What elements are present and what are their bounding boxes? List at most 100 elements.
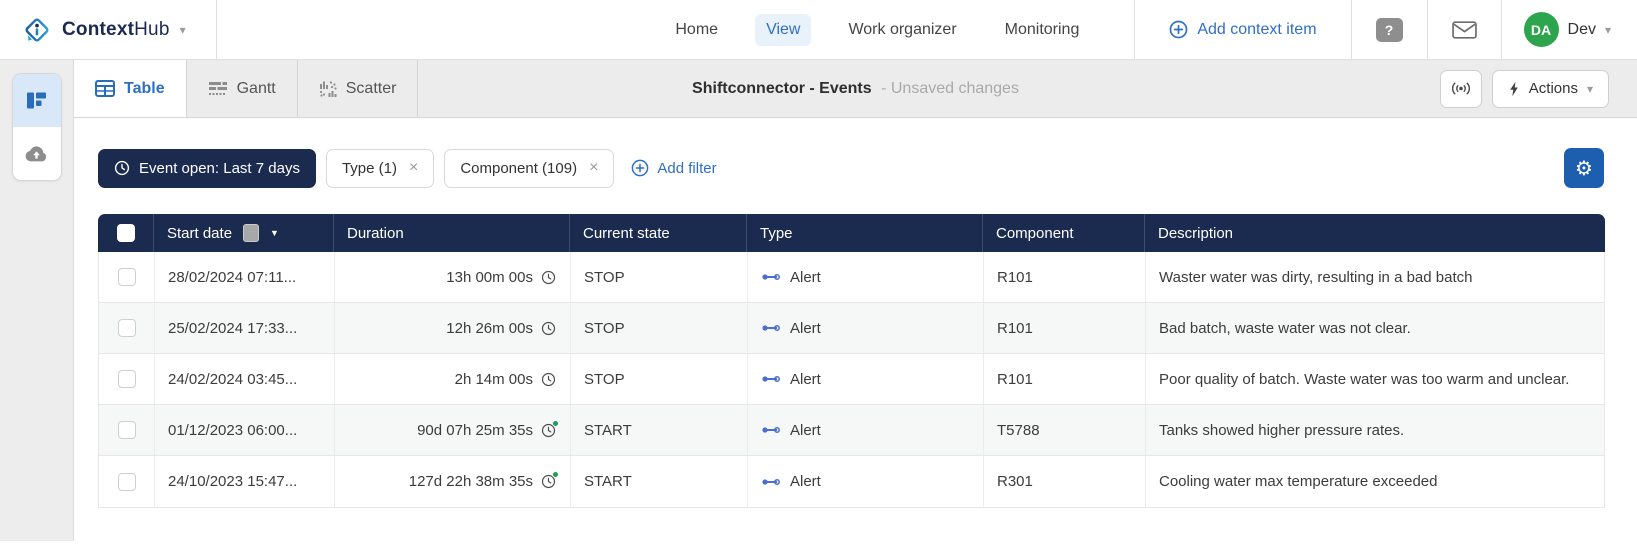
cell-component: R101 [983, 252, 1145, 302]
table-settings-button[interactable]: ⚙ [1564, 148, 1604, 188]
contexthub-logo-icon [25, 18, 49, 41]
link-icon [762, 478, 780, 485]
column-color-box-icon[interactable] [243, 224, 260, 242]
add-filter-button[interactable]: Add filter [631, 159, 717, 177]
link-icon [762, 274, 780, 280]
column-label: Duration [347, 224, 404, 242]
cell-start-date: 28/02/2024 07:11... [154, 252, 334, 302]
row-checkbox[interactable] [117, 421, 136, 439]
column-header-start-date[interactable]: Start date ▼ [153, 214, 333, 252]
cell-duration: 13h 00m 00s [334, 252, 570, 302]
table-icon [95, 80, 115, 97]
link-icon [762, 427, 780, 433]
cell-component: R101 [983, 303, 1145, 353]
cell-start-date: 01/12/2023 06:00... [154, 405, 334, 455]
table-row[interactable]: 25/02/2024 17:33... 12h 26m 00s STOP Ale… [99, 303, 1604, 354]
cell-type: Alert [747, 405, 983, 455]
broadcast-icon [1451, 82, 1470, 95]
column-label: Type [760, 224, 793, 242]
cell-component: R301 [983, 456, 1145, 507]
cell-current-state: STOP [570, 252, 747, 302]
column-label: Start date [167, 224, 233, 242]
cell-duration: 12h 26m 00s [334, 303, 570, 353]
tab-table[interactable]: Table [74, 60, 187, 117]
nav-home[interactable]: Home [675, 20, 719, 38]
table-row[interactable]: 24/02/2024 03:45... 2h 14m 00s STOP Aler… [99, 354, 1604, 405]
top-navigation-bar: ContextHub ▾ Home View Work organizer Mo… [0, 0, 1637, 60]
divider [216, 0, 217, 59]
view-title: Shiftconnector - Events - Unsaved change… [692, 80, 1019, 98]
row-checkbox[interactable] [117, 319, 136, 337]
tab-table-label: Table [124, 79, 165, 97]
user-name: Dev [1567, 20, 1596, 38]
filter-chip-type[interactable]: Type (1) × [325, 148, 435, 188]
filter-chip-component[interactable]: Component (109) × [444, 148, 615, 188]
mail-icon [1451, 20, 1477, 39]
filter-bar: Event open: Last 7 days Type (1) × Compo… [74, 118, 1637, 188]
main-nav: Home View Work organizer Monitoring [664, 13, 1090, 46]
column-header-current-state[interactable]: Current state [569, 214, 746, 252]
plus-circle-icon [1169, 20, 1188, 39]
lightning-icon [1509, 81, 1518, 96]
tab-scatter[interactable]: Scatter [298, 60, 419, 117]
sort-desc-icon[interactable]: ▼ [270, 228, 279, 238]
column-label: Current state [583, 224, 670, 242]
messages-button[interactable] [1451, 20, 1477, 39]
brand-name: ContextHub [62, 18, 170, 40]
row-checkbox[interactable] [117, 370, 136, 388]
tab-gantt[interactable]: Gantt [187, 60, 298, 117]
filter-chip-event-open[interactable]: Event open: Last 7 days [98, 148, 316, 188]
actions-button[interactable]: Actions ▾ [1491, 69, 1609, 108]
brand-menu[interactable]: ContextHub ▾ [0, 15, 216, 45]
cell-description: Bad batch, waste water was not clear. [1145, 303, 1606, 353]
user-menu[interactable]: DA Dev ▾ [1523, 12, 1611, 47]
cell-current-state: START [570, 456, 747, 507]
link-icon [762, 376, 780, 382]
row-checkbox[interactable] [117, 268, 136, 286]
cell-duration: 127d 22h 38m 35s [334, 456, 570, 507]
clock-icon [541, 372, 556, 386]
layout-icon [27, 92, 46, 109]
sidebar-button-group [11, 73, 62, 181]
tab-scatter-label: Scatter [345, 79, 397, 97]
main-content: Event open: Last 7 days Type (1) × Compo… [74, 118, 1637, 550]
clock-icon [541, 474, 556, 489]
table-row[interactable]: 24/10/2023 15:47... 127d 22h 38m 35s STA… [99, 456, 1604, 507]
scatter-icon [319, 81, 337, 97]
cell-start-date: 24/10/2023 15:47... [154, 456, 334, 507]
table-row[interactable]: 28/02/2024 07:11... 13h 00m 00s STOP Ale… [99, 252, 1604, 303]
cell-duration: 90d 07h 25m 35s [334, 405, 570, 455]
column-header-duration[interactable]: Duration [333, 214, 569, 252]
nav-view[interactable]: View [755, 13, 812, 46]
filter-chip-label: Type (1) [341, 159, 397, 177]
cell-component: T5788 [983, 405, 1145, 455]
cell-current-state: START [570, 405, 747, 455]
help-button[interactable]: ? [1375, 17, 1403, 42]
column-header-description[interactable]: Description [1144, 214, 1605, 252]
select-all-checkbox[interactable] [116, 224, 135, 242]
cell-type: Alert [747, 456, 983, 507]
remove-filter-icon[interactable]: × [589, 159, 599, 176]
nav-monitoring[interactable]: Monitoring [1004, 20, 1080, 38]
column-header-type[interactable]: Type [746, 214, 982, 252]
caret-down-icon: ▾ [1586, 81, 1593, 96]
left-sidebar [0, 60, 74, 541]
sidebar-upload-button[interactable] [12, 127, 61, 180]
column-label: Component [996, 224, 1074, 242]
column-header-component[interactable]: Component [982, 214, 1144, 252]
add-context-item-label: Add context item [1197, 20, 1317, 38]
table-header: Start date ▼ Duration Current state Type… [98, 214, 1605, 252]
remove-filter-icon[interactable]: × [408, 159, 419, 176]
clock-icon [541, 270, 556, 284]
table-row[interactable]: 01/12/2023 06:00... 90d 07h 25m 35s STAR… [99, 405, 1604, 456]
clock-icon [541, 423, 556, 437]
clock-icon [114, 160, 130, 176]
add-context-item-button[interactable]: Add context item [1169, 20, 1317, 39]
live-updates-button[interactable] [1439, 69, 1482, 108]
nav-work-organizer[interactable]: Work organizer [848, 20, 957, 38]
sidebar-layout-button[interactable] [12, 74, 61, 127]
row-checkbox[interactable] [117, 472, 136, 491]
gear-icon: ⚙ [1575, 156, 1593, 180]
table-body: 28/02/2024 07:11... 13h 00m 00s STOP Ale… [98, 252, 1605, 508]
